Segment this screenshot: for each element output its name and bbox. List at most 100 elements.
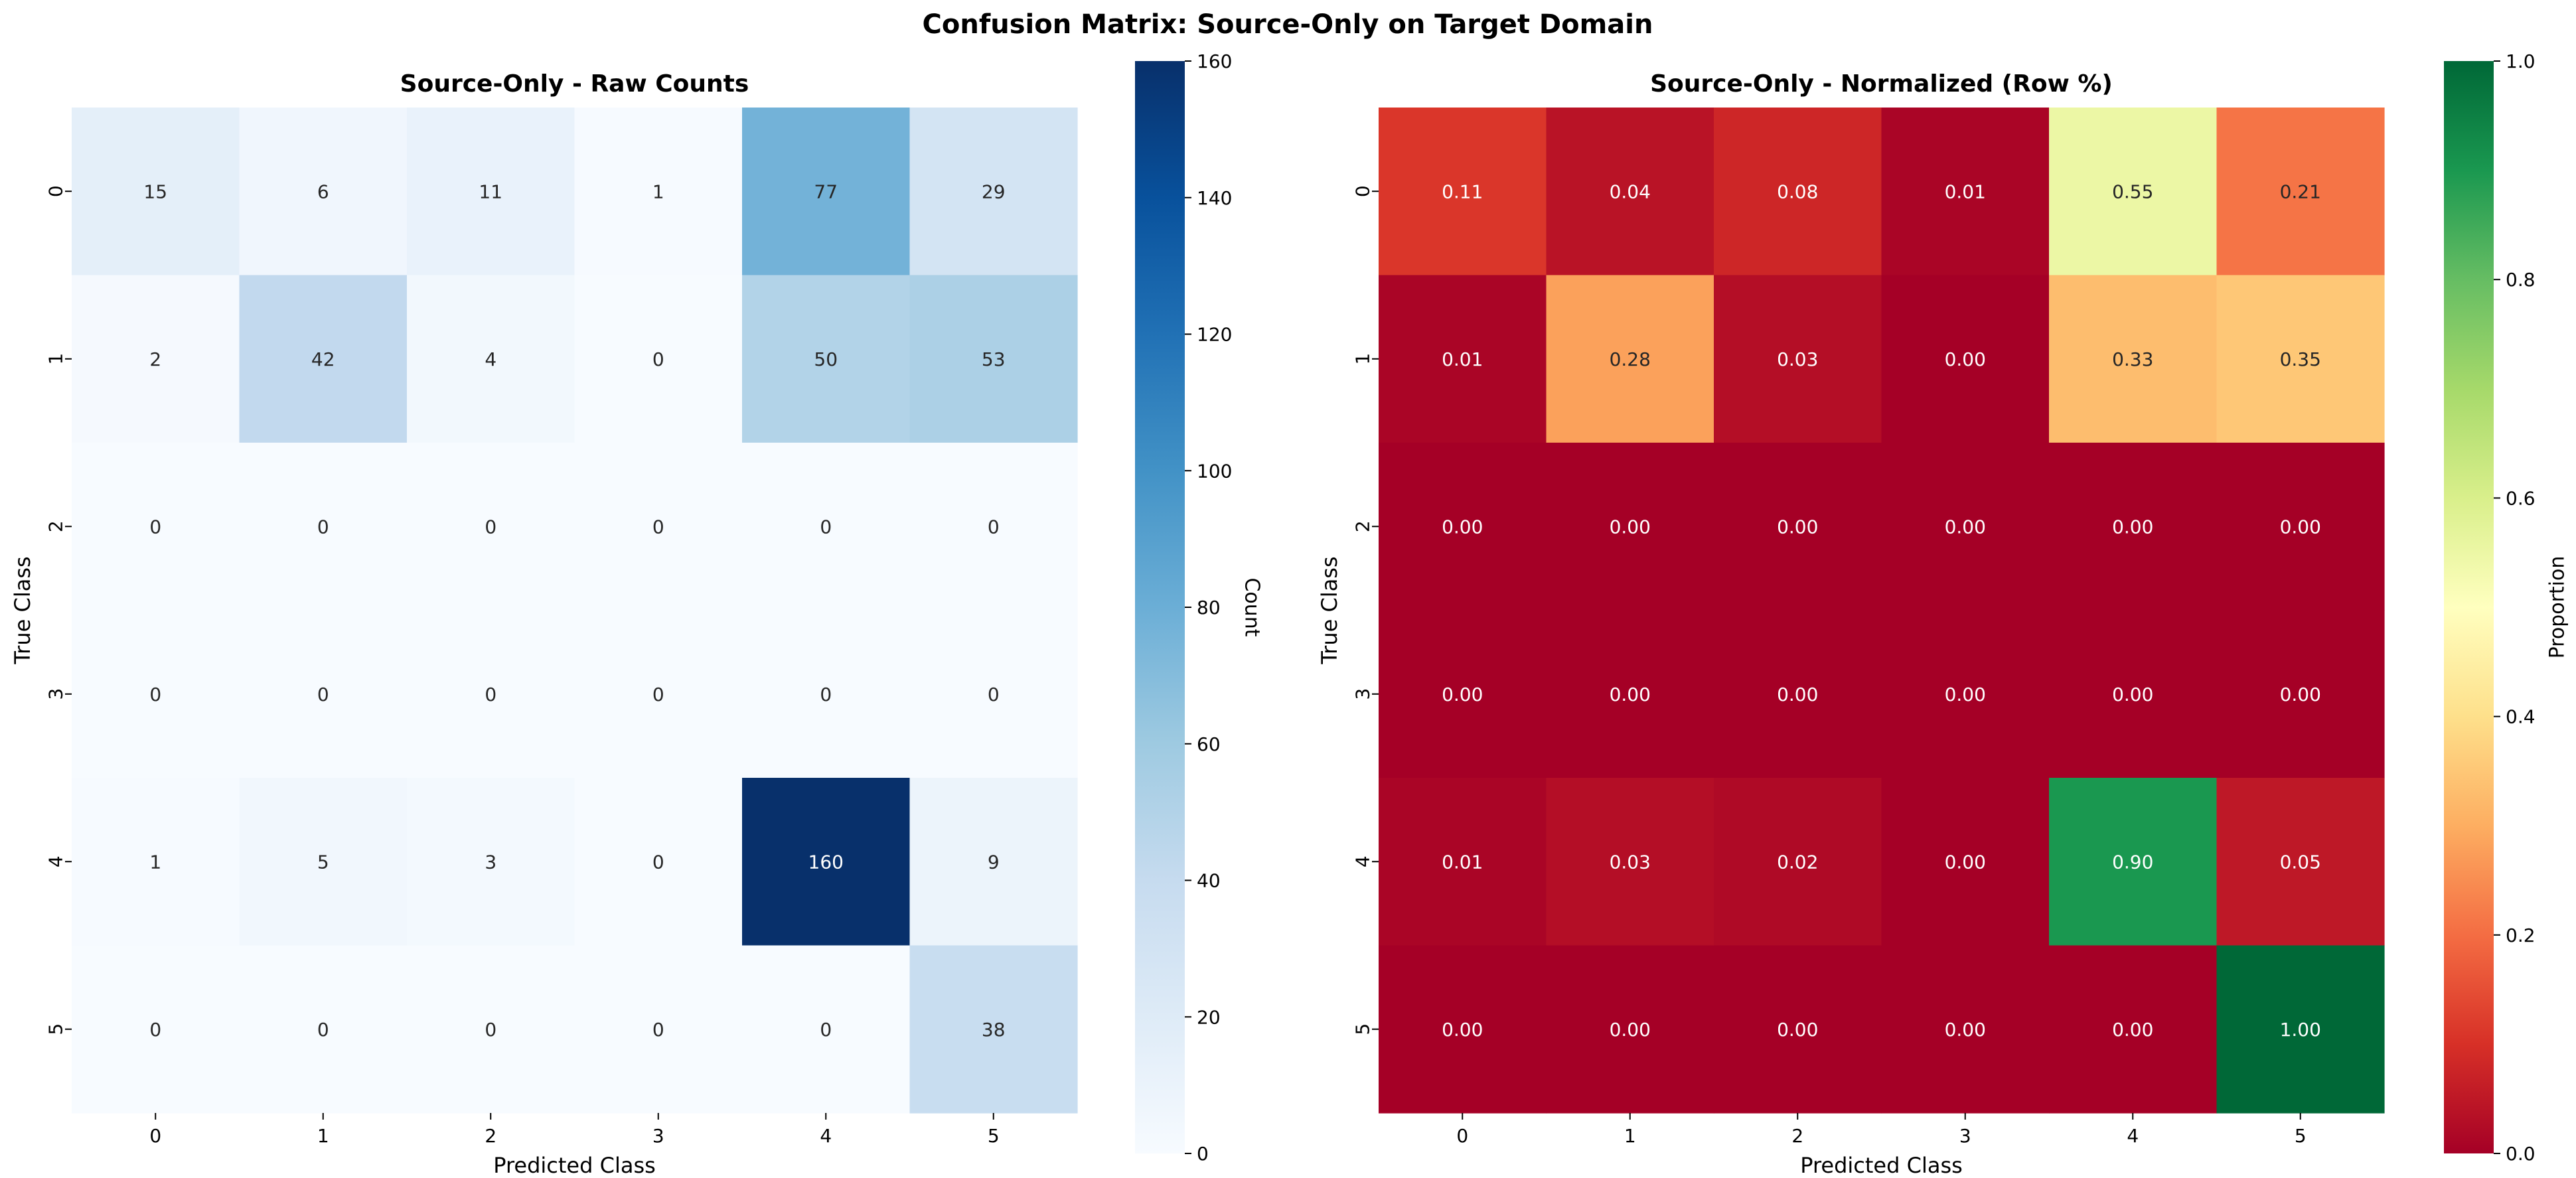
normalized-cell-r0-c3 — [1881, 108, 2050, 276]
raw-counts-cell-r0-c2 — [407, 108, 575, 276]
raw-counts-cell-r3-c2 — [407, 610, 575, 778]
normalized-cell-r3-c4 — [2049, 610, 2218, 778]
raw-counts-cell-label: 6 — [317, 181, 329, 202]
normalized-cell-label: 0.00 — [2280, 684, 2321, 705]
raw-counts-y-axis-label: True Class — [10, 556, 35, 664]
raw-counts-cell-label: 0 — [317, 1019, 329, 1041]
normalized-cell-label: 0.11 — [1442, 181, 1483, 202]
normalized-cell-label: 0.01 — [1442, 348, 1483, 370]
normalized-cell-r5-c1 — [1546, 945, 1714, 1114]
normalized-cell-label: 0.00 — [1945, 348, 1986, 370]
raw-counts-cell-label: 5 — [317, 851, 329, 873]
normalized-x-tick-label: 0 — [1456, 1125, 1468, 1147]
raw-counts-x-tick-label: 3 — [652, 1125, 664, 1147]
normalized-cell-label: 0.08 — [1777, 181, 1818, 202]
raw-counts-cell-label: 1 — [149, 851, 161, 873]
raw-counts-cell-r2-c0 — [72, 443, 240, 611]
normalized-cell-r2-c4 — [2049, 443, 2218, 611]
raw-counts-cell-r4-c0 — [72, 778, 240, 946]
normalized-cell-label: 0.00 — [1610, 1019, 1651, 1041]
normalized-x-tick-label: 5 — [2295, 1125, 2307, 1147]
normalized-cell-label: 0.33 — [2112, 348, 2153, 370]
normalized-cell-r4-c3 — [1881, 778, 2050, 946]
normalized-cell-r5-c0 — [1379, 945, 1547, 1114]
raw-counts-cell-label: 50 — [814, 348, 838, 370]
normalized-cell-r4-c4 — [2049, 778, 2218, 946]
normalized-cell-label: 0.00 — [1777, 516, 1818, 538]
raw-counts-cell-label: 0 — [652, 516, 664, 538]
normalized-cell-r1-c3 — [1881, 275, 2050, 443]
raw-counts-colorbar-tick-label: 60 — [1197, 733, 1221, 755]
normalized-colorbar — [2444, 61, 2494, 1153]
normalized-cell-label: 0.05 — [2280, 851, 2321, 873]
raw-counts-y-tick-label: 2 — [45, 520, 67, 532]
raw-counts-cell-label: 0 — [485, 684, 496, 705]
raw-counts-cell-r4-c5 — [909, 778, 1078, 946]
normalized-cell-r2-c0 — [1379, 443, 1547, 611]
raw-counts-cell-r5-c4 — [742, 945, 911, 1114]
raw-counts-cell-r0-c0 — [72, 108, 240, 276]
raw-counts-cell-label: 77 — [814, 181, 838, 202]
normalized-cell-r4-c1 — [1546, 778, 1714, 946]
raw-counts-cell-r2-c4 — [742, 443, 911, 611]
normalized-x-tick-label: 3 — [1959, 1125, 1971, 1147]
normalized-cell-label: 1.00 — [2280, 1019, 2321, 1041]
normalized-cell-r0-c2 — [1714, 108, 1882, 276]
raw-counts-cell-label: 11 — [479, 181, 502, 202]
raw-counts-cell-r4-c1 — [239, 778, 408, 946]
raw-counts-colorbar-tick-label: 120 — [1197, 324, 1232, 346]
raw-counts-cell-label: 3 — [485, 851, 496, 873]
raw-counts-cell-label: 42 — [311, 348, 335, 370]
normalized-cell-label: 0.55 — [2112, 181, 2153, 202]
normalized-cell-label: 0.04 — [1610, 181, 1651, 202]
raw-counts-cell-label: 0 — [485, 516, 496, 538]
raw-counts-cell-label: 0 — [652, 348, 664, 370]
raw-counts-colorbar-label: Count — [1241, 577, 1264, 636]
normalized-cell-r3-c1 — [1546, 610, 1714, 778]
figure-title: Confusion Matrix: Source-Only on Target … — [923, 9, 1653, 40]
raw-counts-cell-r5-c0 — [72, 945, 240, 1114]
normalized-x-tick-label: 1 — [1624, 1125, 1636, 1147]
normalized-cell-r4-c0 — [1379, 778, 1547, 946]
raw-counts-cell-r1-c5 — [909, 275, 1078, 443]
raw-counts-colorbar-tick-label: 0 — [1197, 1143, 1209, 1165]
normalized-x-axis-label: Predicted Class — [1800, 1153, 1963, 1178]
raw-counts-cell-label: 53 — [982, 348, 1006, 370]
normalized-y-tick-label: 4 — [1352, 855, 1374, 867]
normalized-cell-label: 0.00 — [1442, 1019, 1483, 1041]
normalized-y-tick-label: 2 — [1352, 520, 1374, 532]
raw-counts-cell-label: 0 — [988, 516, 1000, 538]
raw-counts-cell-r4-c2 — [407, 778, 575, 946]
normalized-cell-r5-c5 — [2216, 945, 2385, 1114]
raw-counts-title: Source-Only - Raw Counts — [400, 70, 749, 98]
raw-counts-cell-r2-c5 — [909, 443, 1078, 611]
normalized-colorbar-tick-label: 0.4 — [2506, 706, 2536, 728]
normalized-cell-label: 0.02 — [1777, 851, 1818, 873]
normalized-cell-label: 0.00 — [1777, 1019, 1818, 1041]
raw-counts-colorbar-tick-label: 80 — [1197, 597, 1221, 619]
raw-counts-colorbar-tick-label: 140 — [1197, 187, 1232, 209]
raw-counts-cell-label: 9 — [988, 851, 1000, 873]
normalized-cell-label: 0.03 — [1610, 851, 1651, 873]
normalized-cell-r1-c2 — [1714, 275, 1882, 443]
raw-counts-x-tick-label: 1 — [317, 1125, 329, 1147]
normalized-colorbar-tick-label: 0.0 — [2506, 1143, 2536, 1165]
normalized-cell-r1-c0 — [1379, 275, 1547, 443]
raw-counts-y-tick-label: 4 — [45, 855, 67, 867]
raw-counts-cell-r2-c2 — [407, 443, 575, 611]
normalized-cell-r1-c1 — [1546, 275, 1714, 443]
raw-counts-cell-r0-c4 — [742, 108, 911, 276]
raw-counts-cell-r3-c1 — [239, 610, 408, 778]
normalized-cell-r5-c3 — [1881, 945, 2050, 1114]
normalized-cell-r1-c4 — [2049, 275, 2218, 443]
normalized-cell-r3-c0 — [1379, 610, 1547, 778]
raw-counts-cell-r5-c2 — [407, 945, 575, 1114]
normalized-cell-label: 0.03 — [1777, 348, 1818, 370]
normalized-cell-r1-c5 — [2216, 275, 2385, 443]
raw-counts-cell-r2-c1 — [239, 443, 408, 611]
raw-counts-y-tick-label: 0 — [45, 185, 67, 197]
normalized-cell-label: 0.00 — [1945, 851, 1986, 873]
raw-counts-x-tick-label: 2 — [485, 1125, 496, 1147]
